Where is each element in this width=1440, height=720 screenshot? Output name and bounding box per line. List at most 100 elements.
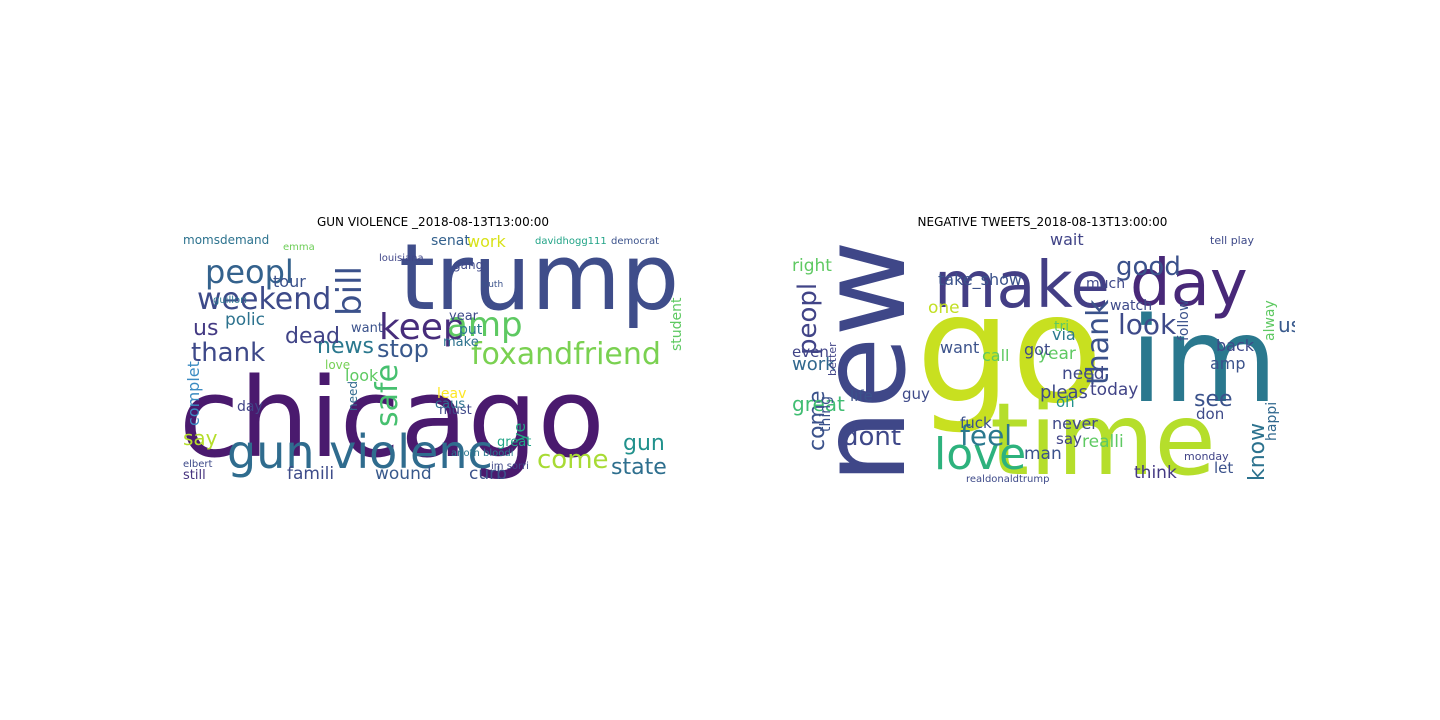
word-make: make [443,335,479,350]
word-truth: truth [481,280,503,290]
word-watch: watch [1110,298,1152,314]
word-keep: keep [379,307,466,348]
word-cloud-gun-violence: chicago trump gun violenc weekend peopl … [181,231,685,484]
word-even: even [792,343,829,361]
word-year: year [449,309,479,324]
word-let: let [1214,459,1233,477]
word-never: never [1052,414,1098,433]
word-group: new go im time make day love good thank … [792,231,1295,484]
word-tell-play: tell play [1210,234,1254,247]
word-caus: caus [435,397,465,412]
word-amp: amp [447,305,523,345]
word-amp: amp [1210,354,1246,373]
word-cloud-negative-tweets: new go im time make day love good thank … [790,231,1295,484]
word-tour: tour [273,272,306,291]
word-thank: thank [191,338,265,368]
word-go: go [916,263,1103,437]
word-thank: thank [1081,299,1116,385]
word-dont: dont [842,422,901,452]
word-day: day [237,399,263,415]
word-life: life [850,387,873,405]
word-take-show: take_show [938,270,1022,290]
word-need: need [1062,364,1104,384]
word-today: today [1090,380,1138,400]
word-still: still [183,468,206,483]
word-im: im [1130,291,1278,429]
word-thing: thing [818,396,834,432]
word-alway: alway [1262,300,1278,341]
word-safe: safe [370,364,405,427]
word-group: chicago trump gun violenc weekend peopl … [181,231,685,484]
word-tri: tri [1054,319,1069,335]
word-davidhogg111: davidhogg111 [535,236,607,247]
word-think: think [1134,463,1177,483]
word-work: work [467,232,506,251]
word-good: good [1116,252,1181,282]
word-come: come [805,390,830,451]
word-want: want [351,321,383,336]
word-follow: follow [1176,300,1192,341]
word-us: us [1278,313,1295,337]
word-must: must [439,403,472,418]
word-year: year [1038,344,1076,364]
word-great: great [497,435,531,450]
word-state: state [611,455,667,480]
word-look: look [345,366,379,385]
word-much: much [1086,276,1125,292]
word-love: love [934,429,1026,480]
word-foxandfriend: foxandfriend [471,337,661,372]
word-monday: monday [1184,450,1229,463]
word-need: need [346,381,360,411]
word-news: news [317,334,374,359]
word-look: look [1118,308,1177,341]
word-us: us [193,316,218,341]
word-momsdemand: momsdemand [183,233,269,247]
word-curb: curb [469,464,507,484]
word-better: better [826,342,839,376]
word-cloud-canvas: chicago trump gun violenc weekend peopl … [181,231,685,484]
word-student: student [669,297,685,351]
word-pleas: pleas [1040,382,1088,403]
word-guy: guy [902,385,930,403]
word-one: one [928,298,960,318]
word-emma: emma [283,242,315,253]
word-see: see [1194,387,1233,412]
word-famili: famili [287,464,334,484]
word-want: want [940,338,979,357]
word-make: make [934,249,1110,323]
word-realli: realli [1082,432,1124,452]
word-day: day [1130,247,1248,321]
word-cloud-canvas: new go im time make day love good thank … [792,231,1295,484]
word-elbert: elbert [183,459,213,470]
word-gun-violenc: gun violenc [227,425,493,479]
word-come: come [537,445,609,475]
word-complet: complet [184,361,203,426]
word-say: say [1056,430,1082,448]
word-via: via [1052,325,1076,344]
word-wait: wait [1050,231,1084,249]
word-work: work [792,354,836,375]
word-say: say [183,426,218,450]
word-happi: happi [1264,402,1280,441]
word-new: new [794,240,932,484]
word-oh: oh [1056,393,1075,411]
word-polic: polic [225,310,265,330]
word-bill: bill [330,266,370,316]
word-gang: gang [453,258,483,272]
word-love: love [325,358,350,372]
word-call: call [982,346,1010,365]
word-great: great [792,392,845,416]
word-trump: trump [399,231,679,331]
word-peopl: peopl [793,283,823,355]
word-anoth-bloodi: anoth bloodi [451,448,514,459]
word-feel: feel [960,419,1012,452]
word-peopl: peopl [205,253,294,291]
word-put: put [459,322,483,338]
word-time: time [990,381,1216,484]
word-weekend: weekend [197,282,331,317]
word-democrat: democrat [611,236,659,247]
word-fuck: fuck [960,414,992,432]
word-senat: senat [431,233,470,249]
word-guillori: guillori [213,295,247,306]
